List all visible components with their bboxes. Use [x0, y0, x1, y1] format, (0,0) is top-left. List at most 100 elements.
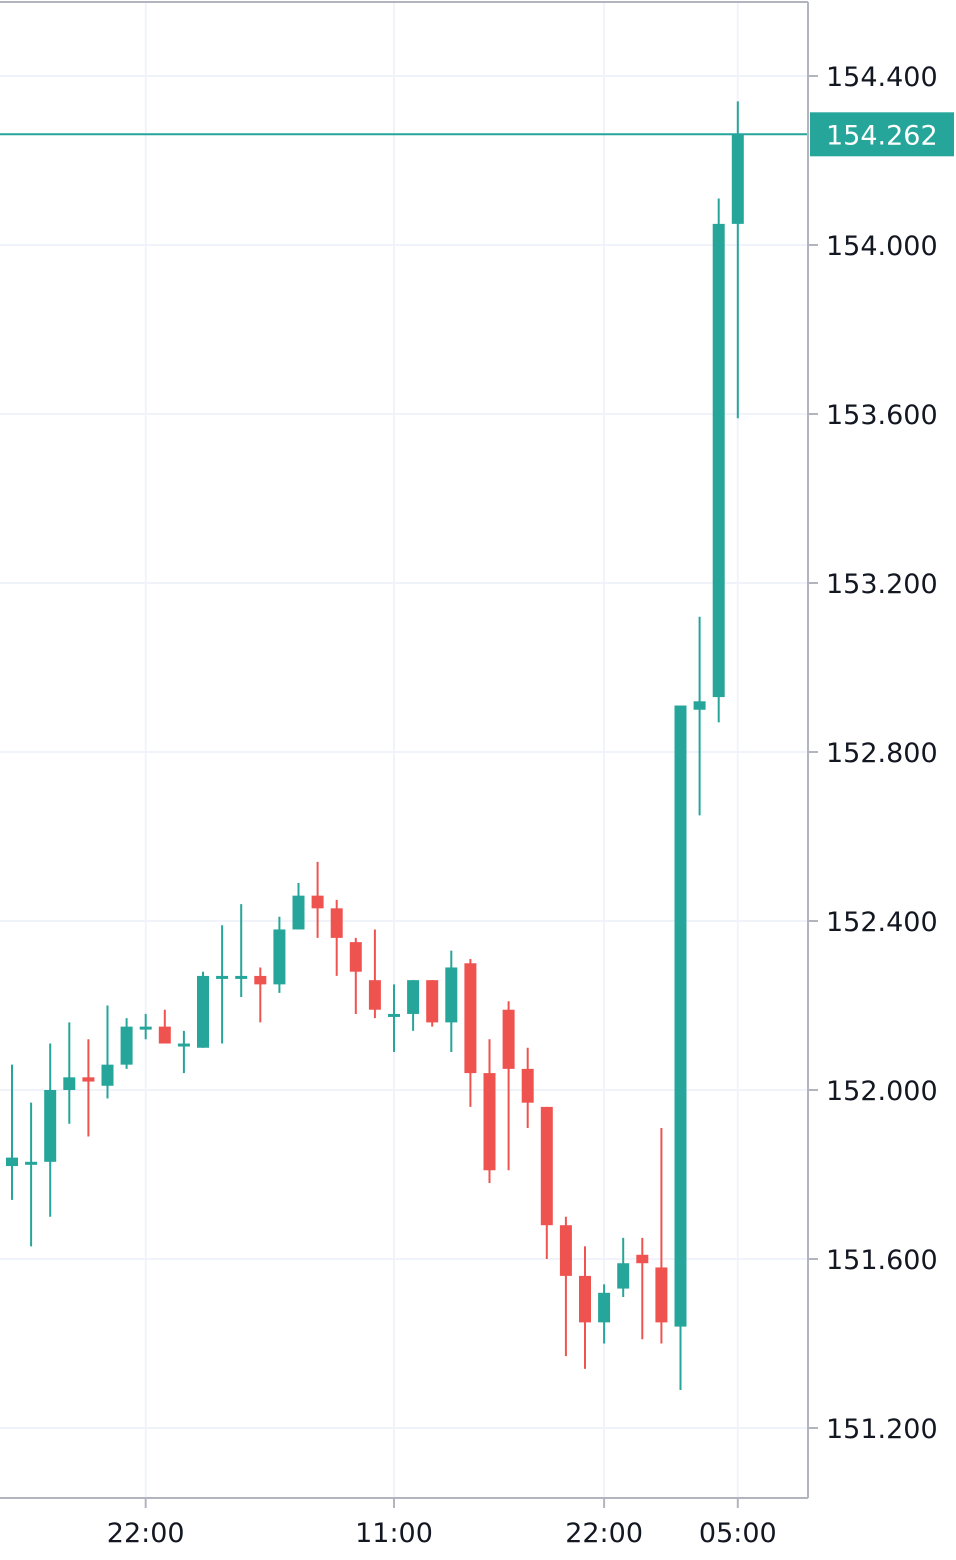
current-price-tag-text: 154.262	[826, 120, 938, 151]
candle-body	[25, 1161, 38, 1165]
candle-body	[254, 975, 267, 985]
candle-body	[273, 929, 286, 985]
candle	[636, 1237, 649, 1340]
time-tick-label: 11:00	[355, 1518, 433, 1549]
candle	[674, 705, 687, 1390]
candle-body	[521, 1068, 534, 1103]
candle	[292, 882, 305, 930]
candle	[273, 916, 286, 993]
candle-body	[349, 942, 362, 972]
candle	[388, 984, 400, 1052]
price-tick-label: 151.600	[826, 1245, 938, 1276]
candle	[368, 929, 381, 1019]
current-price-tag-bg	[810, 112, 954, 157]
candle-body	[483, 1073, 496, 1171]
candle-body	[120, 1026, 133, 1065]
candle	[82, 1039, 95, 1137]
price-tick-label: 152.800	[826, 738, 938, 769]
candle	[311, 861, 324, 938]
time-tick-label: 22:00	[107, 1518, 185, 1549]
price-tick-label: 153.200	[826, 569, 938, 600]
candle	[617, 1237, 630, 1298]
candle	[158, 1009, 171, 1044]
candle-body	[63, 1077, 76, 1090]
candle	[120, 1018, 133, 1069]
candle	[349, 937, 362, 1014]
candle	[216, 925, 229, 1044]
candle-body	[388, 1013, 400, 1017]
candle-body	[216, 975, 229, 979]
candle-body	[101, 1064, 114, 1086]
candle	[693, 616, 706, 816]
current-price-tag: 154.262	[810, 112, 954, 157]
candle	[44, 1043, 57, 1217]
candle	[330, 899, 343, 976]
price-tick-label: 153.600	[826, 400, 938, 431]
candle-body	[559, 1225, 572, 1276]
candle-body	[731, 134, 744, 224]
candle	[464, 959, 477, 1107]
candle-body	[139, 1026, 152, 1030]
price-axis[interactable]: 151.200 151.600 152.000 152.400 152.800 153.2…	[808, 62, 938, 1445]
candle-body	[197, 975, 209, 1048]
candle-body	[177, 1043, 190, 1047]
candle-body	[407, 980, 420, 1014]
candle-body	[330, 908, 343, 938]
candle-body	[617, 1263, 630, 1289]
candle	[6, 1064, 18, 1200]
candle-body	[445, 967, 458, 1023]
candles	[6, 101, 744, 1390]
candle	[521, 1047, 534, 1129]
candle-body	[82, 1077, 95, 1082]
time-tick-label: 05:00	[699, 1518, 777, 1549]
candle-body	[44, 1090, 57, 1162]
candle-body	[579, 1275, 591, 1323]
chart-axes	[0, 1, 809, 1499]
candle-body	[655, 1267, 668, 1323]
candle	[101, 1005, 114, 1099]
candle-body	[292, 895, 305, 930]
candle-body	[368, 980, 381, 1010]
candle	[598, 1284, 611, 1344]
candle	[540, 1106, 553, 1259]
chart-grid	[0, 2, 808, 1498]
candle-body	[712, 223, 725, 698]
candle-body	[598, 1292, 611, 1323]
candle	[254, 967, 267, 1023]
candle	[579, 1246, 591, 1369]
candle	[139, 1013, 152, 1040]
candle	[197, 971, 209, 1048]
candle	[177, 1030, 190, 1074]
candle-body	[636, 1254, 649, 1264]
candle	[655, 1128, 668, 1344]
time-tick-label: 22:00	[565, 1518, 643, 1549]
candle-body	[464, 963, 477, 1074]
price-tick-label: 152.000	[826, 1076, 938, 1107]
candle-body	[426, 980, 439, 1023]
candle	[502, 1001, 515, 1171]
price-tick-label: 152.400	[826, 907, 938, 938]
candle	[25, 1102, 38, 1247]
candle-body	[502, 1009, 515, 1069]
time-axis[interactable]: 22:00 11:00 22:00 05:00	[107, 1498, 777, 1549]
price-tick-label: 151.200	[826, 1414, 938, 1445]
candle-body	[158, 1026, 171, 1044]
candle	[731, 101, 744, 419]
candle-body	[311, 895, 324, 909]
candle-body	[6, 1157, 18, 1167]
candle-body	[540, 1106, 553, 1226]
price-tick-label: 154.000	[826, 231, 938, 262]
candle	[426, 980, 439, 1027]
candle	[235, 904, 248, 998]
candle	[559, 1216, 572, 1357]
candle-body	[674, 705, 687, 1327]
candle-body	[235, 975, 248, 979]
candle	[445, 950, 458, 1052]
candle	[407, 980, 420, 1031]
candle	[712, 198, 725, 723]
candle	[483, 1039, 496, 1183]
candle-body	[693, 701, 706, 710]
candle	[63, 1022, 76, 1124]
price-tick-label: 154.400	[826, 62, 938, 93]
